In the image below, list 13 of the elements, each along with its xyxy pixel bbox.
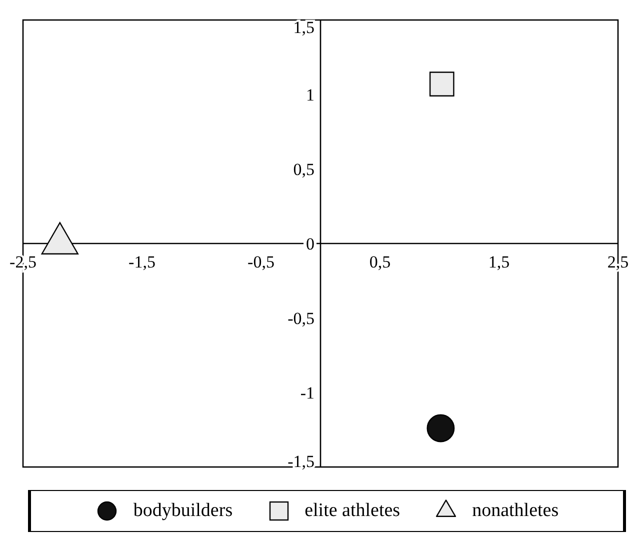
x-tick-label: 0,5 [369, 252, 391, 272]
legend-label: bodybuilders [133, 500, 233, 522]
y-tick-label: 1 [306, 86, 314, 104]
legend-label: nonathletes [472, 500, 559, 522]
legend-label: elite athletes [304, 500, 400, 522]
y-tick-label: -1 [300, 384, 314, 402]
y-tick-label: 0,5 [293, 160, 314, 179]
x-tick-label: -1,5 [128, 252, 156, 272]
x-tick-label: -0,5 [248, 252, 274, 272]
y-tick-label: -0,5 [288, 309, 314, 328]
x-tick-label: 1,5 [488, 252, 510, 272]
y-tick-label: 0 [306, 234, 314, 254]
y-tick-label: 1,5 [293, 18, 314, 37]
